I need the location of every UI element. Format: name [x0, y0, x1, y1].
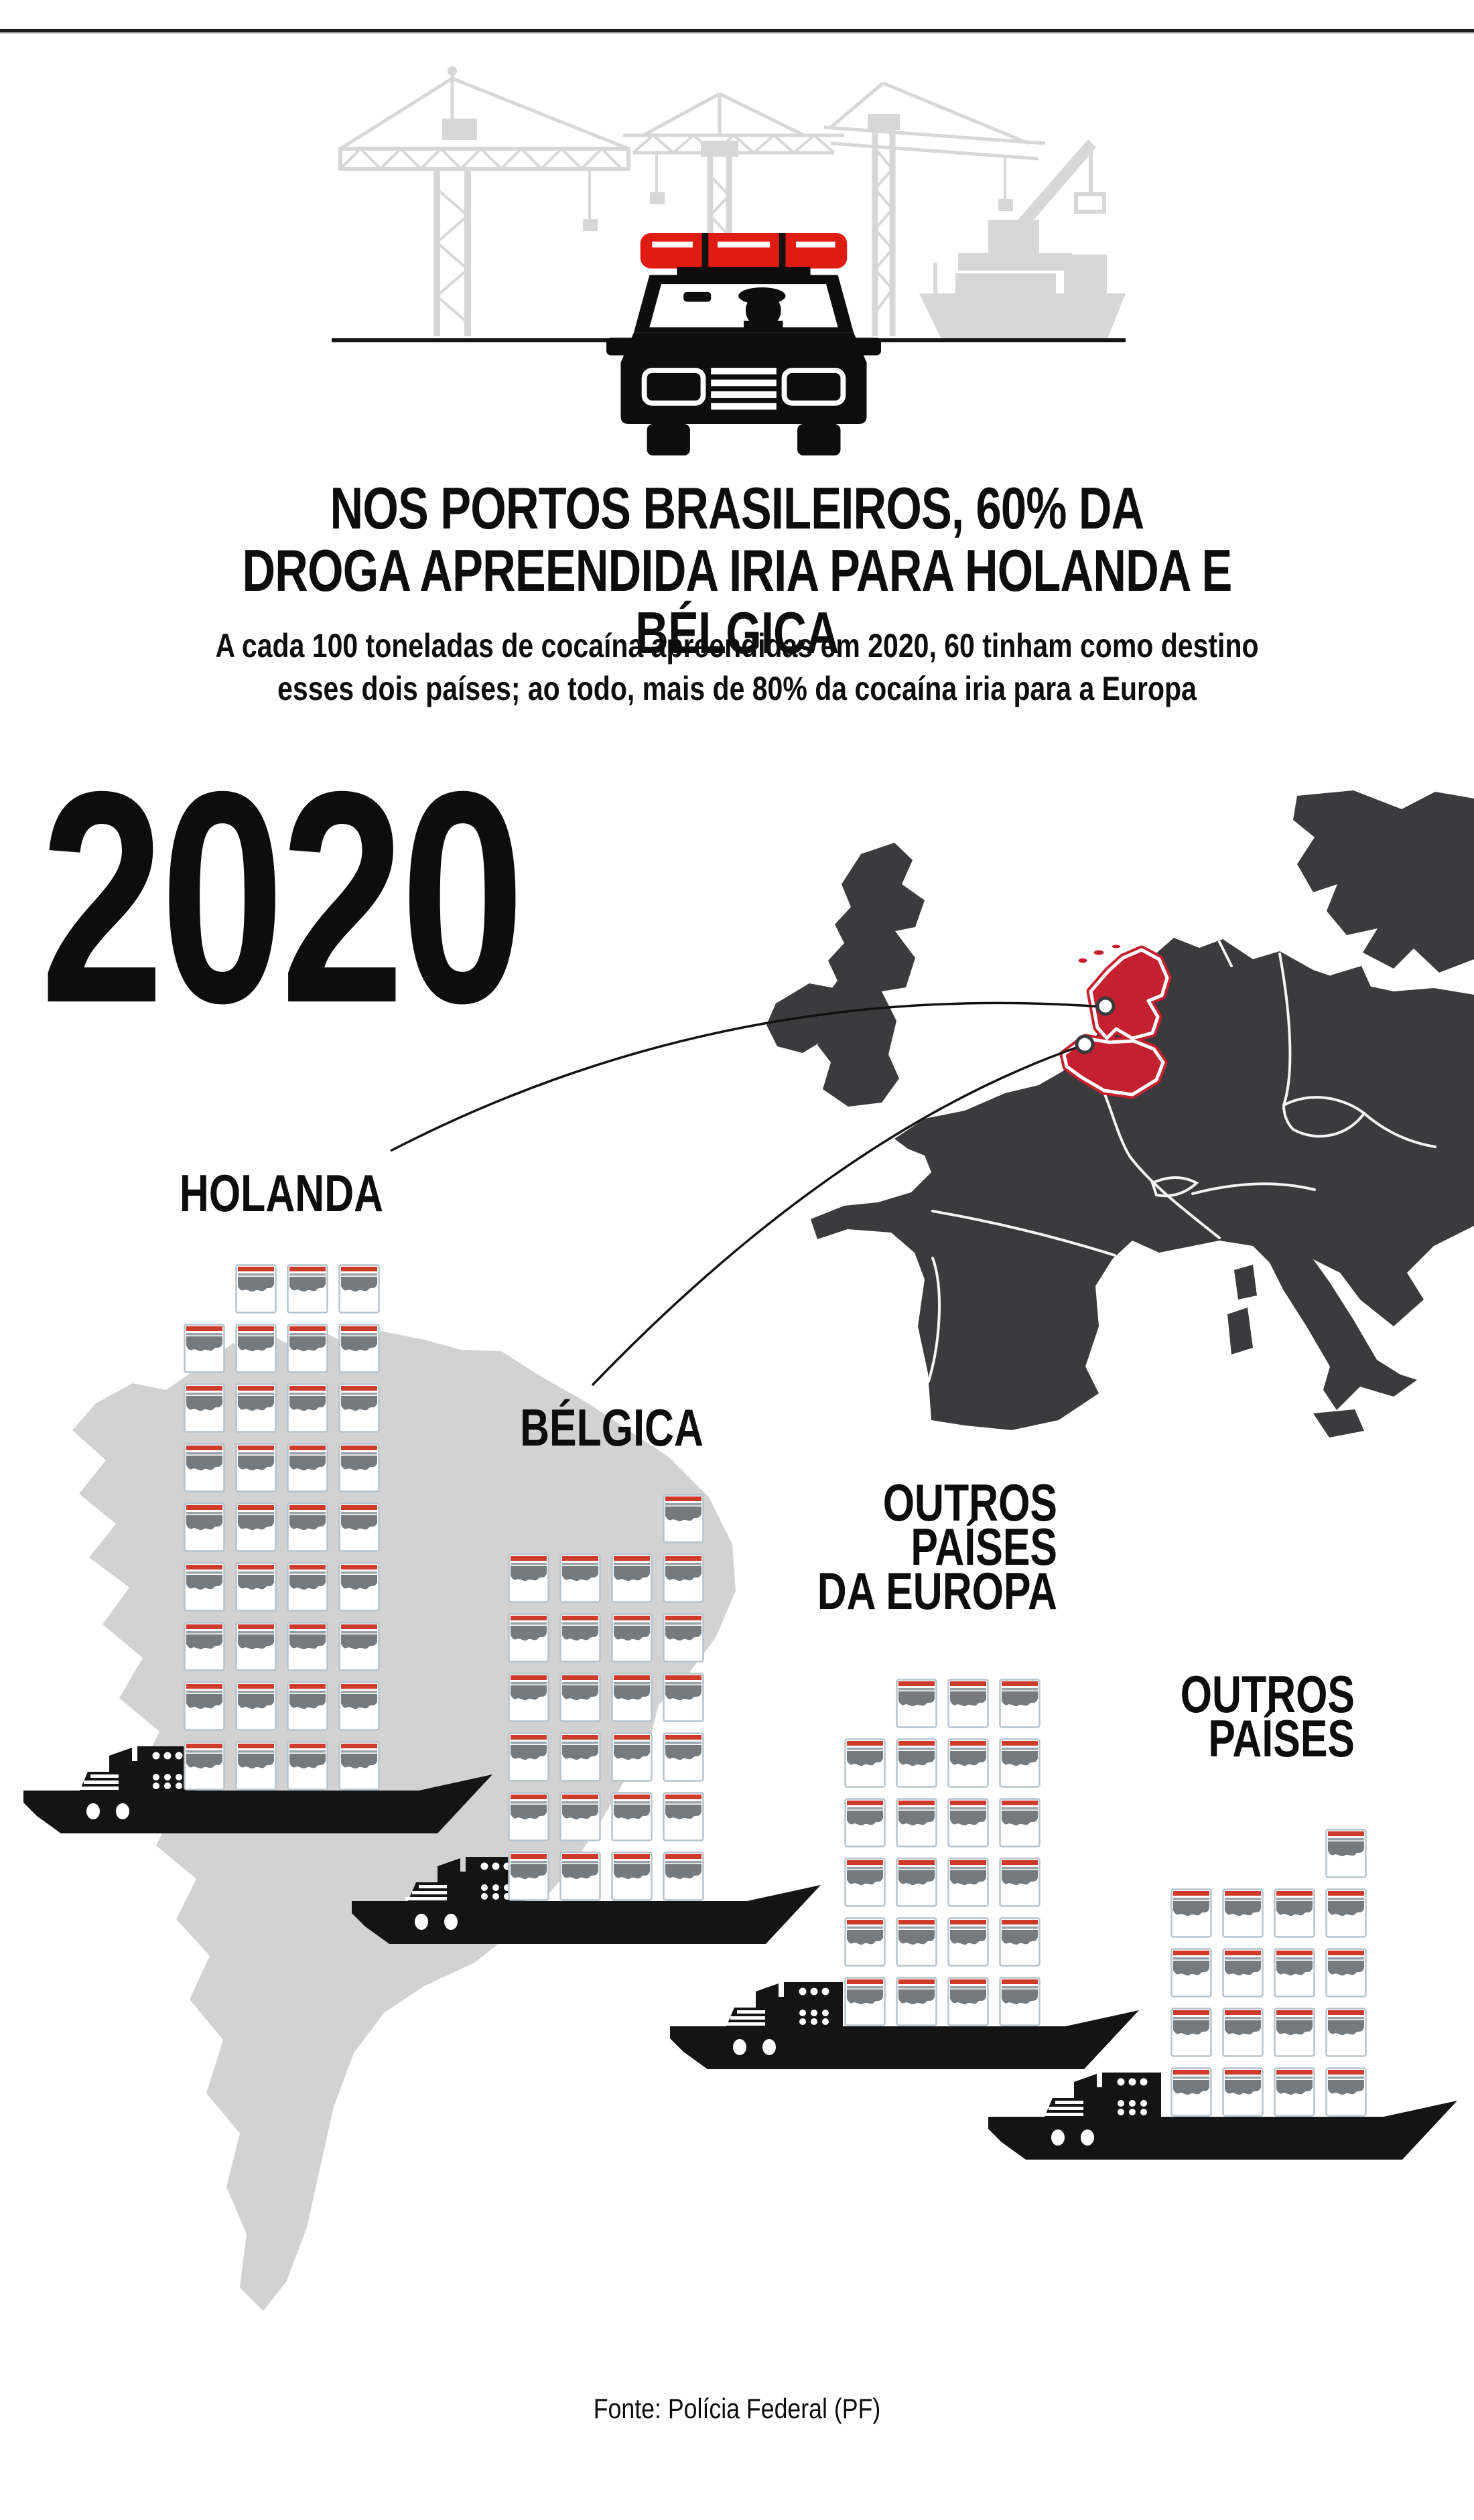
source-credit: Fonte: Polícia Federal (PF)	[593, 2393, 881, 2424]
cocaine-bag-icon	[1222, 2008, 1264, 2057]
cocaine-bag-icon	[844, 1917, 886, 1967]
cocaine-bag-icon	[896, 1679, 937, 1728]
europe-map	[766, 790, 1474, 1438]
ship-europa-icon	[670, 1981, 1139, 2078]
top-divider	[0, 29, 1474, 33]
cocaine-bag-icon	[947, 1679, 989, 1728]
police-car-icon	[606, 232, 881, 456]
cocaine-bag-icon	[1325, 1948, 1367, 1998]
cocaine-bag-icon	[1274, 1948, 1315, 1998]
benelux-highlight	[1059, 941, 1172, 1099]
cocaine-bag-icon	[1222, 1888, 1264, 1938]
chart-label-line: OUTROS	[1180, 1665, 1355, 1724]
cocaine-bag-icon	[999, 1679, 1041, 1728]
cocaine-bag-icon	[1170, 1888, 1212, 1938]
chart-label-line: PAÍSES	[1208, 1709, 1355, 1768]
cocaine-bag-icon	[947, 1917, 989, 1967]
great-britain-shape	[817, 843, 925, 1107]
chart-label-line: OUTROS	[882, 1473, 1057, 1532]
sicily-shape	[1313, 1409, 1364, 1438]
cocaine-bag-icon	[896, 1917, 937, 1967]
cocaine-bag-icon	[1274, 2008, 1315, 2057]
subtitle-line2: esses dois países; ao todo, mais de 80% …	[277, 670, 1197, 707]
chart-label-holanda: HOLANDA	[151, 1164, 412, 1222]
corsica-shape	[1234, 1265, 1257, 1300]
chart-label-line: HOLANDA	[179, 1164, 384, 1222]
subtitle: A cada 100 toneladas de cocaína apreendi…	[133, 624, 1341, 710]
cocaine-bag-icon	[1325, 2008, 1367, 2057]
sardinia-shape	[1227, 1308, 1253, 1354]
cocaine-bag-icon	[999, 1917, 1041, 1967]
chart-label-line: DA EUROPA	[817, 1561, 1057, 1620]
ship-holanda-icon	[23, 1745, 492, 1842]
subtitle-line1: A cada 100 toneladas de cocaína apreendi…	[215, 627, 1259, 664]
port-cranes-illustration	[338, 66, 1126, 340]
cocaine-bag-icon	[947, 1738, 989, 1788]
cocaine-bag-icon	[896, 1738, 937, 1788]
cocaine-bag-icon	[947, 1858, 989, 1907]
ship-belgica-icon	[352, 1856, 821, 1953]
cocaine-bag-icon	[1274, 1888, 1315, 1938]
chart-label-line: PAÍSES	[911, 1517, 1057, 1576]
cocaine-bag-icon	[947, 1798, 989, 1847]
cocaine-bag-icon	[844, 1798, 886, 1847]
cocaine-bag-icon	[1325, 1829, 1367, 1878]
cocaine-bag-icon	[1170, 1948, 1212, 1998]
cocaine-bag-icon	[844, 1738, 886, 1788]
chart-label-line: BÉLGICA	[520, 1398, 704, 1457]
cocaine-bag-icon	[1325, 1888, 1367, 1938]
cocaine-bag-icon	[999, 1738, 1041, 1788]
year-label: 2020	[40, 729, 525, 1066]
headline: NOS PORTOS BRASILEIROS, 60% DA DROGA APR…	[162, 477, 1312, 664]
scandinavia-shape	[1293, 790, 1474, 973]
cocaine-bag-icon	[999, 1858, 1041, 1907]
cocaine-bag-icon	[1222, 1948, 1264, 1998]
netherlands-shape	[1089, 948, 1169, 1040]
cocaine-bag-icon	[896, 1858, 937, 1907]
headline-line2: DROGA APREENDIDA IRIA PARA HOLANDA E BÉL…	[242, 537, 1233, 666]
headline-line1: NOS PORTOS BRASILEIROS, 60% DA	[330, 475, 1145, 541]
cocaine-bag-icon	[999, 1798, 1041, 1847]
ship-outros-icon	[988, 2071, 1457, 2168]
chart-label-outros-paises: OUTROS PAÍSES	[1093, 1665, 1355, 1768]
cocaine-bag-icon	[844, 1858, 886, 1907]
police-light-bar	[640, 232, 848, 269]
cocaine-bag-icon	[896, 1798, 937, 1847]
chart-label-belgica: BÉLGICA	[481, 1398, 742, 1457]
driver-silhouette	[683, 287, 786, 329]
chart-label-outros-paises-da-europa: OUTROS PAÍSES DA EUROPA	[796, 1473, 1057, 1620]
cocaine-bag-icon	[1170, 2008, 1212, 2057]
